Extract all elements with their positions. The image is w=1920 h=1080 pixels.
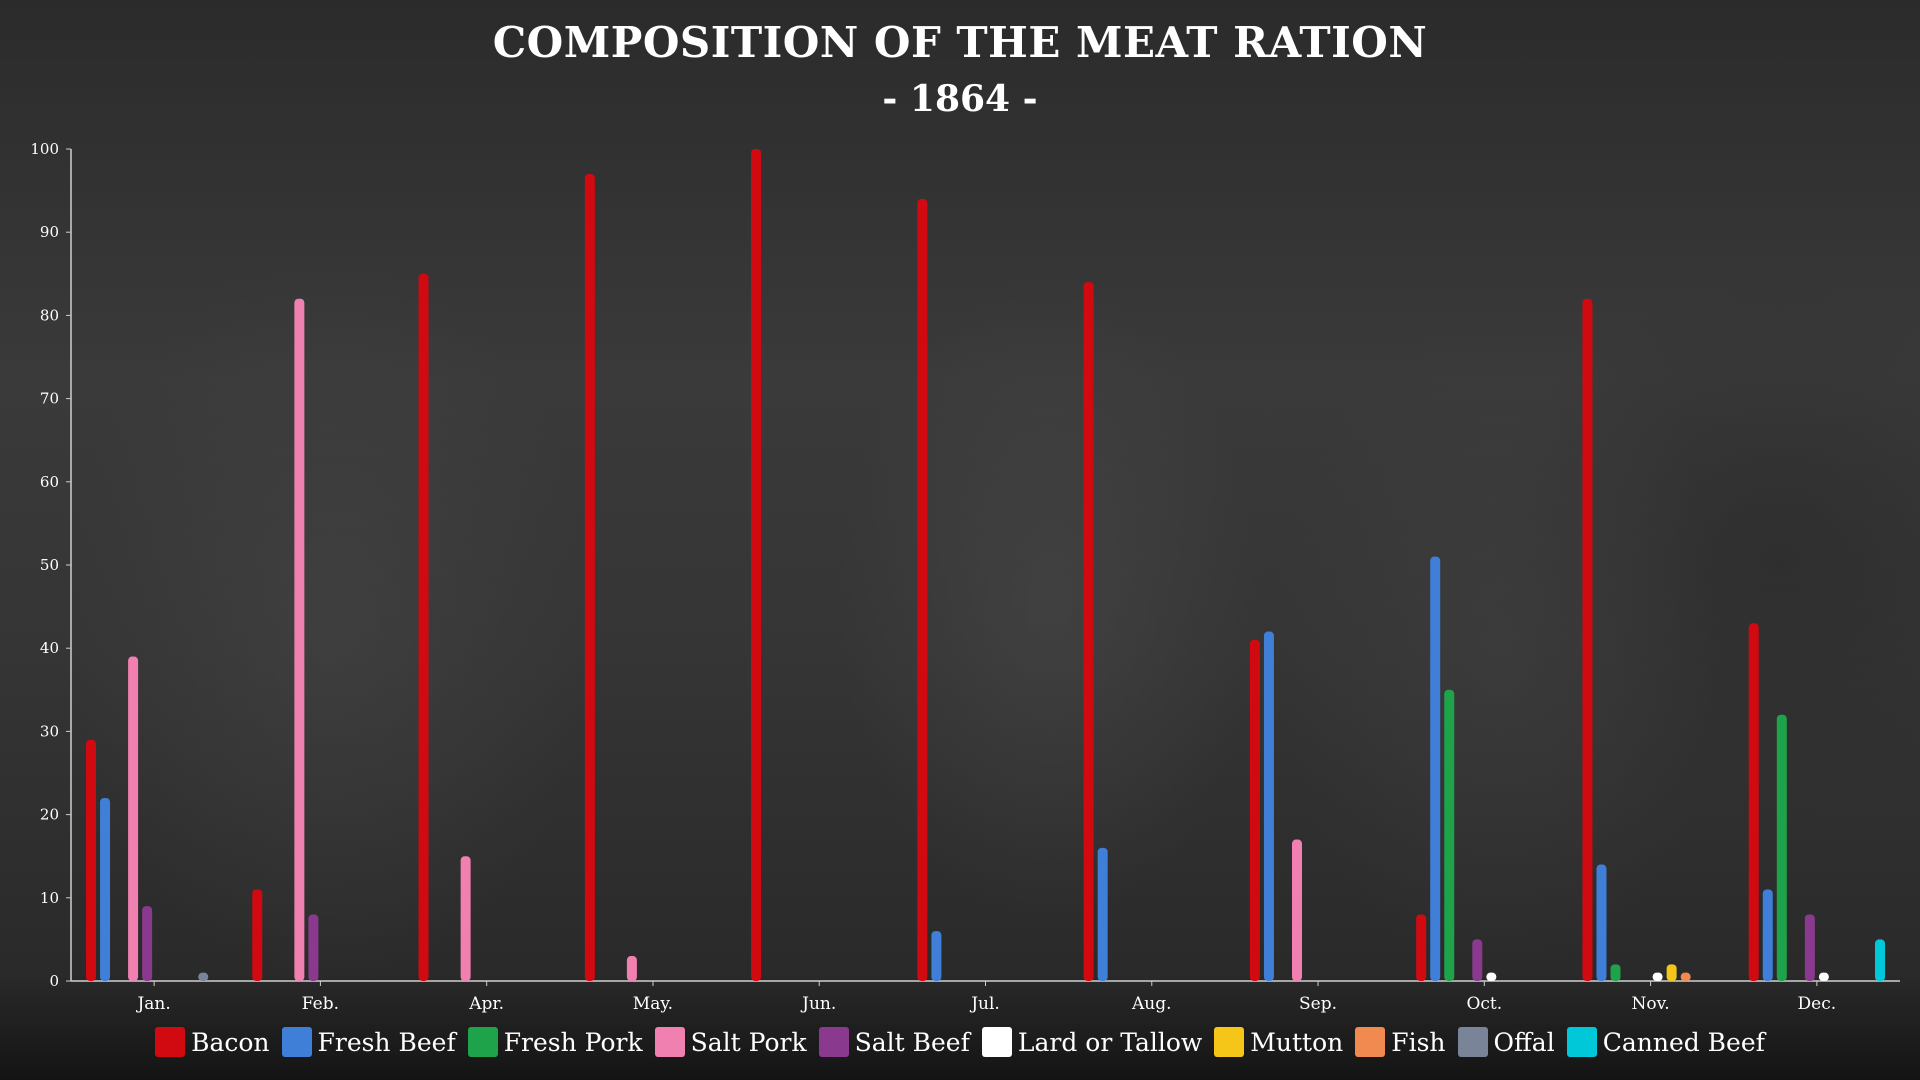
bar-bacon-oct (1416, 914, 1427, 981)
bar-salt-beef-dec (1804, 914, 1815, 981)
legend-label: Salt Beef (854, 1027, 970, 1057)
legend-item: Fresh Pork (467, 1027, 643, 1057)
bar-bacon-nov (1582, 298, 1593, 981)
legend-swatch (1457, 1027, 1488, 1057)
bar-bacon-apr (418, 273, 429, 981)
bar-canned-beef-dec (1875, 939, 1885, 981)
x-tick-label: Jun. (800, 994, 836, 1014)
legend-item: Fish (1355, 1027, 1446, 1057)
legend-label: Mutton (1250, 1027, 1344, 1057)
x-tick-label: Feb. (302, 994, 339, 1014)
legend-swatch (1566, 1027, 1597, 1057)
bar-fresh-beef-nov (1596, 864, 1607, 981)
bar-fresh-pork-nov (1610, 964, 1621, 981)
legend-label: Canned Beef (1602, 1027, 1765, 1057)
y-tick-label: 40 (40, 639, 59, 657)
legend-item: Mutton (1214, 1027, 1343, 1057)
legend-label: Salt Pork (690, 1027, 807, 1057)
legend: Bacon Fresh Beef Fresh Pork Salt Pork Salt B… (0, 1027, 1920, 1057)
legend-item: Lard or Tallow (981, 1027, 1203, 1057)
bar-lard-or-tallow-dec (1818, 972, 1829, 981)
bar-bacon-jan (86, 739, 96, 981)
bar-lard-or-tallow-nov (1652, 972, 1663, 981)
legend-label: Fish (1391, 1027, 1446, 1057)
x-tick-label: Jan. (135, 994, 170, 1014)
bar-fresh-pork-oct (1444, 689, 1455, 981)
legend-swatch (1214, 1027, 1245, 1057)
y-tick-label: 100 (30, 140, 59, 158)
bar-salt-pork-sep (1292, 839, 1302, 981)
legend-swatch (467, 1027, 498, 1057)
y-tick-label: 80 (40, 306, 59, 324)
y-tick-label: 60 (40, 473, 59, 491)
bar-fish-nov (1680, 972, 1691, 981)
bar-fresh-pork-dec (1776, 714, 1787, 981)
legend-label: Bacon (191, 1027, 270, 1057)
bar-fresh-beef-oct (1430, 556, 1441, 981)
y-tick-label: 70 (40, 390, 59, 408)
bar-salt-beef-jan (142, 906, 153, 981)
x-tick-label: Apr. (468, 994, 504, 1014)
y-tick-label: 10 (40, 889, 59, 907)
legend-item: Canned Beef (1566, 1027, 1765, 1057)
bar-offal-jan (198, 972, 209, 981)
y-tick-label: 30 (40, 722, 59, 740)
bar-salt-pork-may (626, 956, 637, 981)
legend-swatch (155, 1027, 186, 1057)
x-tick-label: May. (633, 994, 673, 1014)
bar-bacon-feb (252, 889, 263, 981)
bar-chart: 0 10 20 30 40 50 60 70 80 90 100 Jan. Feb. Apr. May. Ju… (30, 140, 1900, 1014)
bar-fresh-beef-jan (100, 797, 111, 981)
chart-subtitle: - 1864 - (882, 78, 1038, 120)
legend-label: Fresh Beef (317, 1027, 456, 1057)
bar-bacon-dec (1748, 623, 1759, 981)
x-tick-label: Oct. (1466, 994, 1502, 1014)
x-tick-label: Nov. (1632, 994, 1670, 1014)
bar-fresh-beef-aug (1097, 847, 1108, 981)
x-tick-label: Dec. (1798, 994, 1837, 1014)
legend-swatch (1355, 1027, 1386, 1057)
bar-bacon-jun (751, 149, 762, 981)
bar-salt-beef-feb (308, 914, 319, 981)
legend-item: Salt Pork (654, 1027, 807, 1057)
legend-item: Salt Beef (818, 1027, 970, 1057)
y-tick-label: 50 (40, 556, 59, 574)
legend-swatch (654, 1027, 685, 1057)
bar-bacon-sep (1249, 639, 1260, 981)
bar-salt-pork-jan (128, 656, 139, 981)
bar-fresh-beef-sep (1263, 631, 1274, 981)
legend-swatch (281, 1027, 312, 1057)
bar-salt-beef-oct (1472, 939, 1483, 981)
bar-salt-pork-apr (460, 856, 471, 981)
bar-mutton-nov (1666, 964, 1677, 981)
bar-bacon-jul (917, 198, 928, 982)
legend-item: Fresh Beef (281, 1027, 456, 1057)
legend-label: Lard or Tallow (1017, 1027, 1203, 1057)
legend-swatch (981, 1027, 1012, 1057)
bar-salt-pork-feb (294, 298, 305, 981)
bar-bacon-may (584, 173, 595, 981)
x-tick-label: Jul. (969, 994, 1000, 1014)
bar-fresh-beef-dec (1762, 889, 1773, 981)
y-tick-label: 20 (40, 806, 59, 824)
y-tick-label: 0 (49, 972, 59, 990)
legend-swatch (818, 1027, 849, 1057)
legend-item: Offal (1457, 1027, 1555, 1057)
bar-lard-or-tallow-oct (1486, 972, 1497, 981)
legend-item: Bacon (155, 1027, 270, 1057)
bar-fresh-beef-jul (931, 931, 942, 981)
chart-title: COMPOSITION OF THE MEAT RATION (492, 18, 1428, 67)
x-tick-label: Sep. (1299, 994, 1337, 1014)
legend-label: Offal (1493, 1027, 1555, 1057)
bar-bacon-aug (1083, 282, 1094, 981)
legend-label: Fresh Pork (503, 1027, 643, 1057)
x-tick-label: Aug. (1131, 994, 1172, 1014)
y-tick-label: 90 (40, 223, 59, 241)
